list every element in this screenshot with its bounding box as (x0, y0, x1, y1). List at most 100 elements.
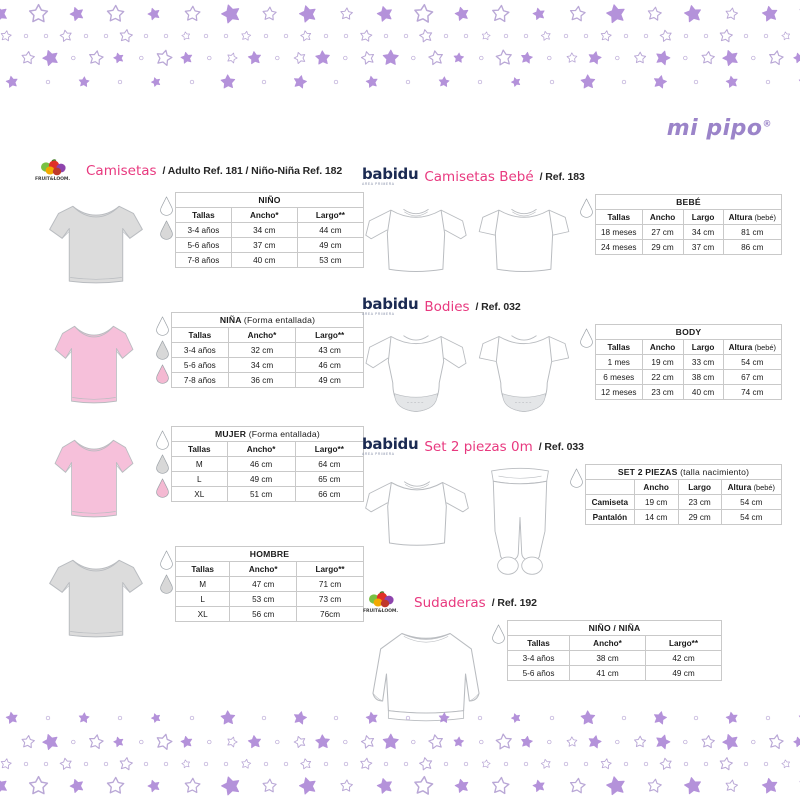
table-cell: L (174, 591, 231, 607)
column-header-label: Largo** (315, 330, 345, 340)
table-title-text: SET 2 PIEZAS (617, 467, 678, 477)
table-row: L 53 cm 73 cm (174, 591, 364, 607)
section-reference: / Ref. 032 (475, 301, 521, 313)
table-cell: 5-6 años (171, 357, 229, 373)
figure-group (362, 620, 490, 728)
table-header-row: Tallas Ancho Largo Altura (bebé) (595, 339, 783, 355)
garment-figure (54, 325, 134, 404)
column-header: Altura (bebé) (722, 339, 783, 355)
table-cell: 7-8 años (175, 252, 232, 268)
table-cell: M (171, 456, 228, 472)
column-header: Ancho* (229, 561, 298, 577)
table-title-note: (Forma entallada) (243, 315, 316, 325)
column-header: Largo** (645, 635, 722, 651)
left-column: FRUIT&LOOM. Camisetas / Adulto Ref. 181 /… (34, 158, 365, 650)
brand-name: mi pipo (666, 116, 763, 141)
figure-group (34, 192, 158, 290)
babidu-logo: babidu AREA PRIMERA (362, 165, 419, 186)
garment-figure (365, 208, 467, 272)
figure-group (34, 546, 158, 644)
table-cell: 42 cm (645, 650, 722, 666)
table-cell: 19 cm (641, 354, 684, 370)
section-reference: / Ref. 183 (539, 171, 585, 183)
size-table-ni-a: NIÑA (Forma entallada) Tallas Ancho* Largo*… (171, 312, 364, 388)
table-cell: 49 cm (295, 372, 364, 388)
table-cell: 49 cm (296, 237, 365, 253)
column-header: Ancho* (230, 207, 298, 223)
column-header-label: Largo** (314, 444, 344, 454)
table-title-text: NIÑO / NIÑA (588, 623, 641, 633)
babidu-tagline: AREA PRIMERA (362, 452, 395, 457)
table-cell: 33 cm (682, 354, 724, 370)
color-swatches (154, 312, 171, 385)
table-header-row: Tallas Ancho* Largo** (175, 207, 365, 223)
section-title: Bodies (424, 299, 470, 315)
color-swatches (568, 464, 585, 489)
table-cell: 66 cm (294, 486, 365, 502)
block-nina: NIÑA (Forma entallada) Tallas Ancho* Largo*… (34, 312, 364, 410)
color-swatch-drop (156, 478, 169, 498)
column-header-label: Altura (727, 482, 752, 492)
table-row: 3-4 años 32 cm 43 cm (171, 342, 364, 358)
table-cell: 49 cm (226, 471, 296, 487)
block-bebe: BEBÉ Tallas Ancho Largo Altura (bebé) 18 mese… (362, 194, 783, 280)
table-title: SET 2 PIEZAS (talla nacimiento) (585, 464, 782, 480)
size-table-set-2-piezas: SET 2 PIEZAS (talla nacimiento) Ancho Larg… (585, 464, 783, 525)
table-cell: 43 cm (295, 342, 364, 358)
section-header: FRUIT&LOOM. Camisetas / Adulto Ref. 181 /… (34, 158, 364, 184)
right-column: babidu AREA PRIMERA Camisetas Bebé / Ref.… (362, 158, 783, 734)
garment-figure (491, 467, 549, 575)
color-swatch-drop (492, 624, 505, 644)
table-cell: 27 cm (641, 224, 684, 240)
fruit-of-the-loom-logo: FRUIT&LOOM. (34, 159, 80, 183)
table-title-text: MUJER (215, 429, 247, 439)
column-header: Largo** (295, 327, 364, 343)
color-swatch-drop (570, 468, 583, 488)
color-swatch-drop (160, 220, 173, 240)
table-title: BODY (595, 324, 782, 340)
column-header: Largo** (294, 441, 365, 457)
table-cell: 54 cm (720, 509, 783, 525)
column-header: Tallas (595, 339, 643, 355)
table-row: XL 56 cm 76cm (174, 606, 364, 622)
column-header-label: Largo** (668, 638, 699, 648)
table-cell: 34 cm (230, 222, 298, 238)
table-row: 3-4 años 34 cm 44 cm (175, 222, 365, 238)
color-swatches (578, 194, 595, 219)
column-header: Tallas (507, 635, 570, 651)
table-cell: 54 cm (722, 354, 783, 370)
column-header-note: (bebé) (754, 212, 776, 222)
column-header-label: Tallas (192, 210, 215, 220)
table-cell: L (171, 471, 228, 487)
size-table-ni-o: NIÑO Tallas Ancho* Largo** 3-4 años 34 cm 44 c… (175, 192, 365, 268)
table-cell: 54 cm (720, 494, 783, 510)
table-cell: 37 cm (682, 239, 724, 255)
column-header-note: (bebé) (753, 482, 775, 492)
column-header: Ancho (641, 339, 684, 355)
section-reference: / Ref. 192 (491, 597, 537, 609)
table-cell: 36 cm (227, 372, 297, 388)
garment-figure (54, 439, 134, 518)
color-swatch-drop (156, 340, 169, 360)
table-title: BEBÉ (595, 194, 782, 210)
section-reference: / Adulto Ref. 181 / Niño-Niña Ref. 182 (162, 165, 343, 177)
section-sudaderas: FRUIT&LOOM. Sudaderas / Ref. 192 NIÑO / N… (362, 590, 782, 728)
table-cell: 67 cm (722, 369, 783, 385)
table-cell: 40 cm (682, 384, 724, 400)
color-swatch-drop (160, 196, 173, 216)
color-swatch-drop (580, 328, 593, 348)
garment-figure (49, 205, 143, 284)
section-title: Camisetas Bebé (424, 169, 534, 185)
table-cell: 46 cm (226, 456, 296, 472)
table-cell: 76cm (296, 606, 364, 622)
babidu-wordmark: babidu (362, 165, 419, 184)
table-title-text: BEBÉ (676, 197, 701, 207)
table-row: 18 meses 27 cm 34 cm 81 cm (595, 224, 783, 240)
table-row: 3-4 años 38 cm 42 cm (507, 650, 722, 666)
color-swatches (578, 324, 595, 349)
column-header-label: Ancho* (593, 638, 622, 648)
table-row: XL 51 cm 66 cm (171, 486, 365, 502)
figure-group (34, 426, 154, 524)
column-header-label: Ancho* (248, 564, 278, 574)
table-cell: 81 cm (722, 224, 783, 240)
